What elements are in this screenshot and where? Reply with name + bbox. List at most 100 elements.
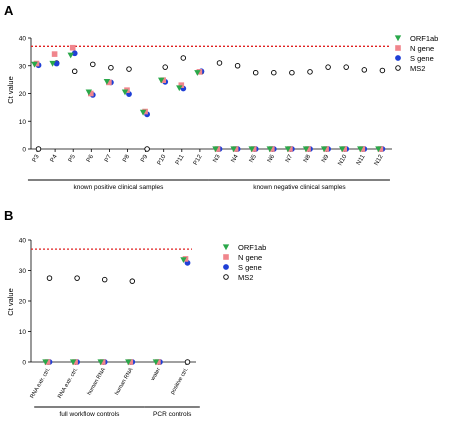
data-point-n-gene	[88, 90, 94, 97]
data-point-orf1ab	[121, 89, 129, 96]
data-point-n-gene	[214, 146, 221, 152]
panel-a: A Ct value 0 10 20 30 40 P3 P4 P5 P6 P7 P8 P9 P10 P1…	[4, 3, 438, 191]
data-point-orf1ab	[85, 89, 92, 96]
data-point-orf1ab	[49, 60, 56, 67]
legend-label: S gene	[410, 54, 434, 63]
data-point-ms2	[144, 146, 150, 152]
legend-marker-orf1ab	[394, 35, 402, 42]
legend-label: MS2	[410, 64, 425, 73]
data-point-orf1ab	[67, 52, 74, 59]
data-point-n-gene	[323, 146, 329, 152]
legend-label: N gene	[238, 253, 262, 262]
legend-label: MS2	[238, 273, 253, 282]
data-point-n-gene	[232, 146, 239, 152]
data-point-orf1ab	[139, 109, 147, 116]
data-point-n-gene	[359, 146, 366, 152]
data-point-n-gene	[341, 146, 347, 152]
legend-marker-n-gene	[223, 254, 229, 260]
x-tick-label: P10	[156, 153, 168, 167]
group-label: known positive clinical samples	[73, 184, 164, 191]
x-tick-label: N11	[355, 153, 367, 166]
data-point-ms2	[307, 69, 313, 75]
data-point-ms2	[46, 275, 53, 281]
data-point-orf1ab	[320, 146, 328, 153]
data-point-n-gene	[106, 79, 112, 86]
x-tick-label: N9	[320, 153, 330, 164]
data-point-n-gene	[178, 82, 185, 88]
x-tick-label: P12	[192, 153, 204, 167]
data-point-n-gene	[269, 146, 275, 152]
data-point-orf1ab	[266, 146, 273, 153]
data-point-ms2	[180, 55, 187, 61]
data-point-n-gene	[155, 359, 161, 365]
y-tick-label: 40	[19, 238, 27, 245]
x-tick-label: P7	[103, 153, 113, 164]
y-tick-label: 30	[19, 63, 27, 70]
x-tick-label: N5	[248, 153, 258, 164]
data-point-n-gene	[250, 146, 257, 152]
data-point-ms2	[129, 278, 136, 284]
data-point-orf1ab	[339, 146, 346, 153]
data-point-n-gene	[72, 359, 78, 365]
data-point-n-gene	[127, 359, 134, 365]
data-point-orf1ab	[357, 146, 364, 153]
data-point-ms2	[234, 63, 241, 69]
legend-marker-ms2	[223, 274, 229, 280]
data-point-ms2	[343, 64, 349, 70]
data-point-ms2	[216, 60, 223, 66]
legend-label: ORF1ab	[238, 243, 266, 252]
data-point-orf1ab	[125, 359, 132, 366]
group-label: known negative clinical samples	[253, 184, 346, 191]
panel-b: B Ct value 0 10 20 30 40 RNA extr. ctrl. RNA …	[4, 208, 266, 418]
legend-label: ORF1ab	[410, 34, 438, 43]
x-tick-label: human RNA	[114, 367, 135, 397]
data-point-orf1ab	[152, 359, 160, 366]
data-point-orf1ab	[176, 85, 183, 92]
data-point-orf1ab	[97, 359, 104, 366]
legend-label: S gene	[238, 263, 262, 272]
data-point-n-gene	[160, 77, 166, 83]
data-point-orf1ab	[103, 78, 111, 85]
data-point-orf1ab	[212, 146, 219, 153]
x-tick-label: N8	[302, 153, 312, 164]
x-tick-label: RNA extr. ctrl.	[29, 367, 52, 400]
x-tick-label: RNA extr. ctrl.	[57, 367, 80, 400]
data-point-ms2	[325, 64, 331, 70]
x-tick-label: N12	[373, 153, 385, 167]
data-point-n-gene	[377, 146, 384, 152]
legend-marker-n-gene	[395, 45, 401, 51]
x-tick-label: P11	[174, 153, 186, 166]
data-point-ms2	[108, 64, 114, 71]
x-tick-label: N3	[212, 153, 222, 164]
data-point-ms2	[126, 66, 132, 72]
data-point-orf1ab	[284, 146, 292, 153]
x-tick-label: human RNA	[87, 367, 108, 397]
x-tick-label: water	[150, 367, 163, 383]
data-point-ms2	[271, 69, 277, 76]
y-tick-label: 30	[19, 268, 27, 275]
data-point-orf1ab	[180, 257, 187, 264]
x-tick-label: N4	[230, 153, 240, 164]
data-point-orf1ab	[302, 146, 310, 153]
legend-label: N gene	[410, 44, 434, 53]
data-point-ms2	[90, 61, 96, 68]
x-tick-label: P4	[49, 153, 59, 164]
data-point-orf1ab	[69, 359, 77, 366]
data-point-ms2	[35, 146, 42, 152]
group-label: full workflow controls	[59, 411, 120, 418]
data-point-ms2	[74, 275, 80, 281]
x-tick-label: P6	[85, 153, 95, 164]
data-point-orf1ab	[230, 146, 237, 153]
x-tick-label: P5	[67, 153, 77, 164]
data-point-orf1ab	[158, 77, 165, 84]
panel-letter-b: B	[4, 208, 13, 223]
y-tick-label: 10	[19, 329, 27, 336]
data-point-ms2	[162, 64, 168, 70]
y-tick-label: 20	[19, 91, 27, 98]
data-point-n-gene	[287, 146, 293, 152]
legend-marker-s-gene	[223, 264, 229, 270]
x-tick-label: P3	[31, 153, 41, 164]
x-tick-label: N6	[266, 153, 276, 164]
y-tick-label: 0	[22, 147, 26, 154]
